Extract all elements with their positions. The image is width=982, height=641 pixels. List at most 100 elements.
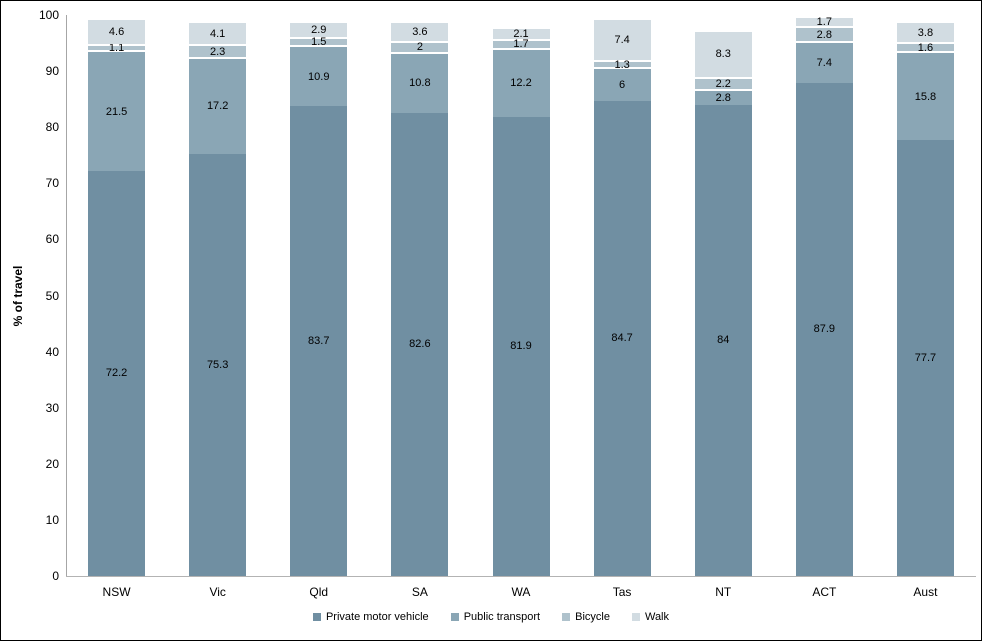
segment-value-label: 15.8 xyxy=(914,90,937,103)
segment-value-label: 21.5 xyxy=(105,105,128,118)
legend-marker xyxy=(312,613,321,621)
legend-item: Bicycle xyxy=(562,611,610,623)
segment-value-label: 1.5 xyxy=(311,36,327,49)
bar-segment: 7.4 xyxy=(593,18,651,60)
bar-segment: 2.8 xyxy=(795,25,853,42)
bar-segment: 82.6 xyxy=(391,112,449,576)
segment-value-label: 12.2 xyxy=(510,77,532,90)
bar-segment: 75.3 xyxy=(189,153,247,576)
bar-segment: 2.2 xyxy=(694,76,752,90)
segment-value-label: 1.7 xyxy=(816,15,832,28)
x-tick-label: Tas xyxy=(612,585,632,599)
segment-value-label: 83.7 xyxy=(308,335,330,348)
x-tick-label: ACT xyxy=(812,585,837,599)
x-tick-label: Vic xyxy=(209,585,226,599)
bar-segment: 1.6 xyxy=(896,41,954,54)
bar-segment: 7.4 xyxy=(795,41,853,83)
bar-segment: 2.3 xyxy=(189,44,247,58)
segment-value-label: 1.1 xyxy=(108,42,125,55)
segment-value-label: 2 xyxy=(416,41,423,54)
bar-segment: 84 xyxy=(694,104,752,576)
y-tick-label: 90 xyxy=(45,64,59,79)
y-tick-label: 100 xyxy=(38,8,59,22)
segment-value-label: 84.7 xyxy=(611,332,633,345)
segment-value-label: 10.9 xyxy=(308,70,330,83)
bar-segment: 2.8 xyxy=(694,89,752,105)
bar-segment: 77.7 xyxy=(896,140,954,576)
x-tick-label: Aust xyxy=(913,585,938,599)
legend: Private motor vehicle Public transport Bic… xyxy=(1,611,981,623)
legend-label: Bicycle xyxy=(575,611,610,623)
legend-marker xyxy=(562,613,571,621)
y-tick-label: 60 xyxy=(45,232,59,247)
legend-item: Walk xyxy=(631,611,669,623)
legend-item: Public transport xyxy=(450,611,541,623)
x-axis-line xyxy=(66,576,976,577)
legend-label: Private motor vehicle xyxy=(325,611,429,623)
bar-segment: 2 xyxy=(391,40,449,54)
y-tick-label: 80 xyxy=(45,120,59,135)
bar-segment: 3.6 xyxy=(391,20,449,41)
segment-value-label: 2.3 xyxy=(210,45,226,58)
y-tick-label: 10 xyxy=(45,512,59,527)
bar-segment: 87.9 xyxy=(795,82,853,576)
bar-segment: 1.7 xyxy=(795,15,853,28)
bar-segment: 1.3 xyxy=(593,59,651,71)
segment-value-label: 84 xyxy=(717,334,730,347)
y-tick-label: 40 xyxy=(45,344,59,359)
segment-value-label: 7.4 xyxy=(614,34,630,47)
bar-segment: 84.7 xyxy=(593,100,651,576)
y-tick-label: 20 xyxy=(45,456,59,471)
bar-segment: 6 xyxy=(593,67,651,101)
segment-value-label: 3.8 xyxy=(917,26,934,39)
segment-value-label: 2.2 xyxy=(715,77,731,90)
segment-value-label: 2.8 xyxy=(816,28,832,41)
bar-segment: 12.2 xyxy=(492,48,550,117)
segment-value-label: 2.1 xyxy=(513,27,529,40)
bar-segment: 2.9 xyxy=(290,20,348,37)
bar-segment: 81.9 xyxy=(492,116,550,576)
y-tick-label: 0 xyxy=(52,569,59,583)
segment-value-label: 8.3 xyxy=(715,48,731,61)
bar-segment: 4.1 xyxy=(189,21,247,45)
bar-segment: 4.6 xyxy=(88,18,146,45)
legend-label: Public transport xyxy=(463,611,541,623)
x-tick-label: NT xyxy=(715,585,732,599)
bar-segment: 15.8 xyxy=(896,51,954,141)
plot-area: 72.2 21.5 1.1 4.6 75.3 17.2 2.3 4.1 83.7 10.9 1.5 2… xyxy=(66,15,976,576)
bar-segment: 8.3 xyxy=(694,30,752,77)
segment-value-label: 87.9 xyxy=(813,323,836,336)
segment-value-label: 17.2 xyxy=(206,100,229,113)
segment-value-label: 81.9 xyxy=(510,340,532,353)
bar-segment: 1.1 xyxy=(88,42,146,54)
bar-segment: 21.5 xyxy=(88,50,146,171)
y-tick-label: 70 xyxy=(45,176,59,191)
bar-segment: 83.7 xyxy=(290,106,348,576)
segment-value-label: 1.7 xyxy=(513,38,529,51)
segment-value-label: 2.9 xyxy=(311,23,327,36)
segment-value-label: 4.1 xyxy=(210,27,226,40)
segment-value-label: 4.6 xyxy=(108,26,125,39)
segment-value-label: 2.8 xyxy=(715,91,731,104)
y-tick-label: 30 xyxy=(45,400,59,415)
bar-segment: 1.5 xyxy=(290,36,348,49)
segment-value-label: 75.3 xyxy=(206,358,229,371)
legend-marker xyxy=(450,613,459,621)
segment-value-label: 7.4 xyxy=(816,57,832,70)
segment-value-label: 82.6 xyxy=(409,338,431,351)
bar-segment: 3.8 xyxy=(896,21,954,43)
bar-segment: 17.2 xyxy=(189,57,247,154)
y-tick-label: 50 xyxy=(45,288,59,303)
legend-item: Private motor vehicle xyxy=(312,611,429,623)
segment-value-label: 77.7 xyxy=(914,352,937,365)
x-tick-label: WA xyxy=(511,585,531,599)
bar-segment: 10.8 xyxy=(391,52,449,113)
bar-segment: 2.1 xyxy=(492,26,550,40)
segment-value-label: 1.6 xyxy=(917,41,934,54)
x-tick-label: NSW xyxy=(102,585,131,599)
segment-value-label: 72.2 xyxy=(105,367,128,380)
segment-value-label: 1.3 xyxy=(614,58,630,71)
bar-segment: 1.7 xyxy=(492,38,550,51)
legend-marker xyxy=(631,613,640,621)
